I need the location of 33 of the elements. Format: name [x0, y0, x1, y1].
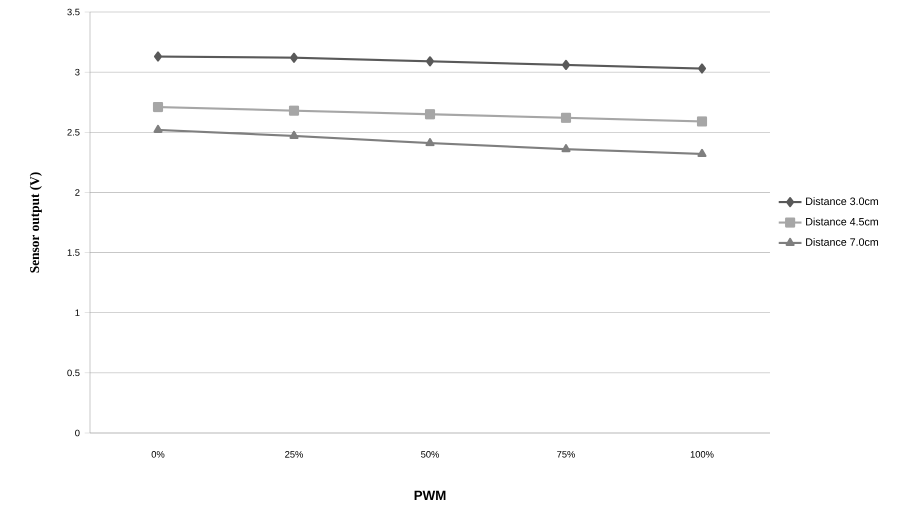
point: [289, 130, 299, 139]
point: [698, 63, 706, 74]
x-tick-label: 100%: [690, 451, 714, 458]
y-tick-label: 0: [75, 430, 80, 436]
x-tick-label: 75%: [557, 451, 576, 458]
legend-label: Distance 3.0cm: [806, 197, 878, 206]
x-axis-title: PWM: [414, 490, 446, 500]
y-tick-label: 3: [75, 68, 80, 76]
point: [560, 112, 572, 123]
legend-label: Distance 7.0cm: [806, 238, 878, 246]
y-axis-title: Sensor output (V): [30, 172, 42, 273]
point: [290, 52, 298, 63]
point: [562, 60, 570, 70]
y-tick-label: 3.5: [67, 8, 80, 16]
point: [152, 102, 164, 112]
point: [153, 124, 163, 133]
y-tick-label: 1: [75, 310, 80, 316]
point: [154, 51, 162, 62]
point: [425, 138, 435, 146]
point: [696, 116, 708, 127]
y-tick-label: 0.5: [67, 370, 80, 376]
point: [288, 106, 300, 116]
point: [697, 148, 707, 158]
x-tick-label: 50%: [421, 451, 440, 458]
y-tick-label: 2.5: [67, 129, 80, 136]
y-tick-label: 1.5: [68, 249, 80, 256]
point: [424, 109, 436, 120]
point: [561, 144, 571, 152]
legend-label: Distance 4.5cm: [806, 218, 878, 226]
x-tick-label: 25%: [285, 451, 304, 458]
point: [426, 56, 434, 66]
x-tick-label: 0%: [152, 451, 164, 458]
y-tick-label: 2: [75, 189, 80, 196]
